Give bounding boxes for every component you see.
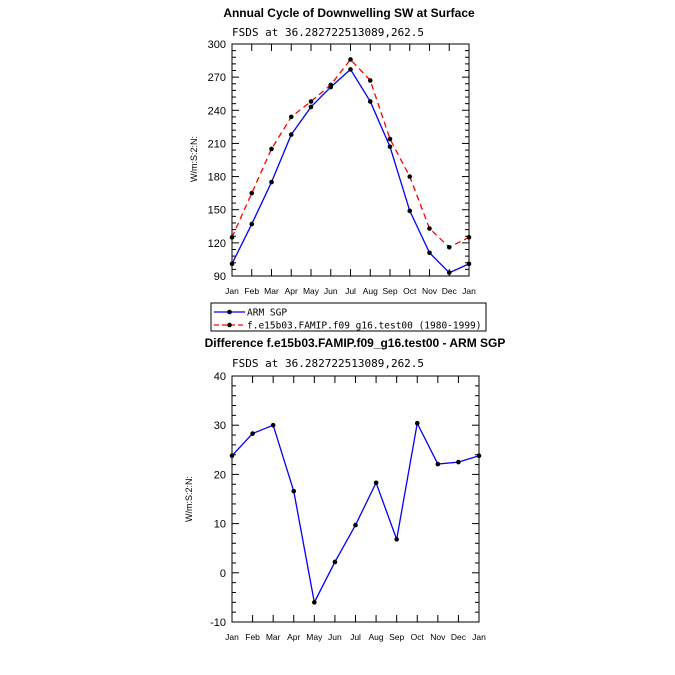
data-point <box>456 459 461 465</box>
y-tick-label: 300 <box>208 39 226 51</box>
y-tick-label: 20 <box>214 469 226 481</box>
data-point <box>348 67 353 72</box>
y-tick-label: 210 <box>208 138 226 150</box>
x-tick-label: Oct <box>411 632 425 642</box>
x-tick-label: Jul <box>345 286 356 296</box>
x-tick-label: Aug <box>363 286 378 296</box>
y-tick-label: 30 <box>214 420 226 432</box>
data-point <box>308 99 314 104</box>
y-axis-label: W/m:S:2:N: <box>189 136 199 182</box>
data-point <box>407 174 413 179</box>
difference-panel: Difference f.e15b03.FAMIP.f09_g16.test00… <box>184 336 505 642</box>
y-tick-label: 270 <box>208 72 226 84</box>
y-tick-label: 150 <box>208 205 226 217</box>
data-point <box>367 99 373 104</box>
x-tick-label: Jan <box>225 632 239 642</box>
y-tick-label: 180 <box>208 172 226 184</box>
data-point <box>466 235 472 240</box>
data-point <box>249 221 255 227</box>
x-tick-label: Mar <box>266 632 281 642</box>
chart-title: Difference f.e15b03.FAMIP.f09_g16.test00… <box>205 336 506 350</box>
data-point <box>288 132 294 137</box>
y-tick-label: -10 <box>210 617 226 629</box>
y-tick-label: 10 <box>214 519 226 531</box>
data-point <box>229 453 235 459</box>
x-tick-label: May <box>306 632 323 642</box>
data-point <box>446 270 452 275</box>
x-tick-label: Apr <box>285 286 298 296</box>
data-point <box>348 57 353 62</box>
x-tick-label: Nov <box>430 632 446 642</box>
x-tick-label: Jan <box>472 632 486 642</box>
x-tick-label: Jan <box>225 286 239 296</box>
x-tick-label: Apr <box>287 632 300 642</box>
data-point <box>270 422 276 428</box>
x-tick-label: Sep <box>389 632 404 642</box>
data-point <box>353 522 358 528</box>
x-tick-label: Jun <box>324 286 338 296</box>
x-tick-label: Aug <box>369 632 384 642</box>
data-point <box>414 420 420 426</box>
x-tick-label: Mar <box>264 286 279 296</box>
data-point <box>476 453 482 459</box>
y-axis-label: W/m:S:2:N: <box>184 476 194 522</box>
y-tick-label: 0 <box>220 568 226 580</box>
data-point <box>367 78 373 83</box>
data-point <box>446 244 452 250</box>
x-tick-label: Jan <box>462 286 476 296</box>
x-tick-label: Oct <box>403 286 417 296</box>
data-point <box>332 559 338 565</box>
data-point <box>291 488 297 494</box>
x-tick-label: Feb <box>244 286 259 296</box>
data-point <box>373 480 379 486</box>
x-tick-label: Jul <box>350 632 361 642</box>
legend-marker-arm-sgp <box>227 309 232 315</box>
x-tick-label: Dec <box>442 286 458 296</box>
chart-title: Annual Cycle of Downwelling SW at Surfac… <box>223 6 475 20</box>
legend-box <box>210 302 487 332</box>
y-tick-label: 40 <box>214 371 226 383</box>
y-tick-label: 90 <box>214 271 226 283</box>
x-tick-label: Nov <box>422 286 438 296</box>
chart-subtitle: FSDS at 36.282722513089,262.5 <box>232 357 424 370</box>
y-tick-label: 120 <box>208 238 226 250</box>
data-point <box>407 208 413 214</box>
data-point <box>229 235 235 240</box>
data-point <box>249 190 255 196</box>
chart-subtitle: FSDS at 36.282722513089,262.5 <box>232 26 424 39</box>
data-point <box>229 261 235 267</box>
data-point <box>435 461 441 467</box>
data-point <box>394 537 399 542</box>
data-point <box>308 104 314 110</box>
y-tick-label: 240 <box>208 105 226 117</box>
legend-marker-model <box>227 322 232 328</box>
data-point <box>269 146 274 152</box>
x-tick-label: Jun <box>328 632 342 642</box>
x-tick-label: Sep <box>382 286 397 296</box>
x-tick-label: May <box>303 286 320 296</box>
legend-label-model: f.e15b03.FAMIP.f09_g16.test00 (1980-1999… <box>247 321 482 332</box>
legend-label-arm-sgp: ARM SGP <box>247 308 287 319</box>
x-tick-label: Dec <box>451 632 467 642</box>
data-point <box>427 226 432 231</box>
data-point <box>312 600 317 605</box>
data-point <box>288 114 294 120</box>
data-point <box>427 250 432 256</box>
legend: ARM SGP f.e15b03.FAMIP.f09_g16.test00 (1… <box>210 302 487 332</box>
data-point <box>250 431 255 436</box>
x-tick-label: Feb <box>245 632 260 642</box>
data-point <box>387 144 393 150</box>
annual-cycle-panel: Annual Cycle of Downwelling SW at Surfac… <box>189 6 476 296</box>
data-point <box>387 136 393 142</box>
data-point <box>328 82 334 88</box>
data-point <box>269 179 274 185</box>
data-point <box>466 261 472 267</box>
